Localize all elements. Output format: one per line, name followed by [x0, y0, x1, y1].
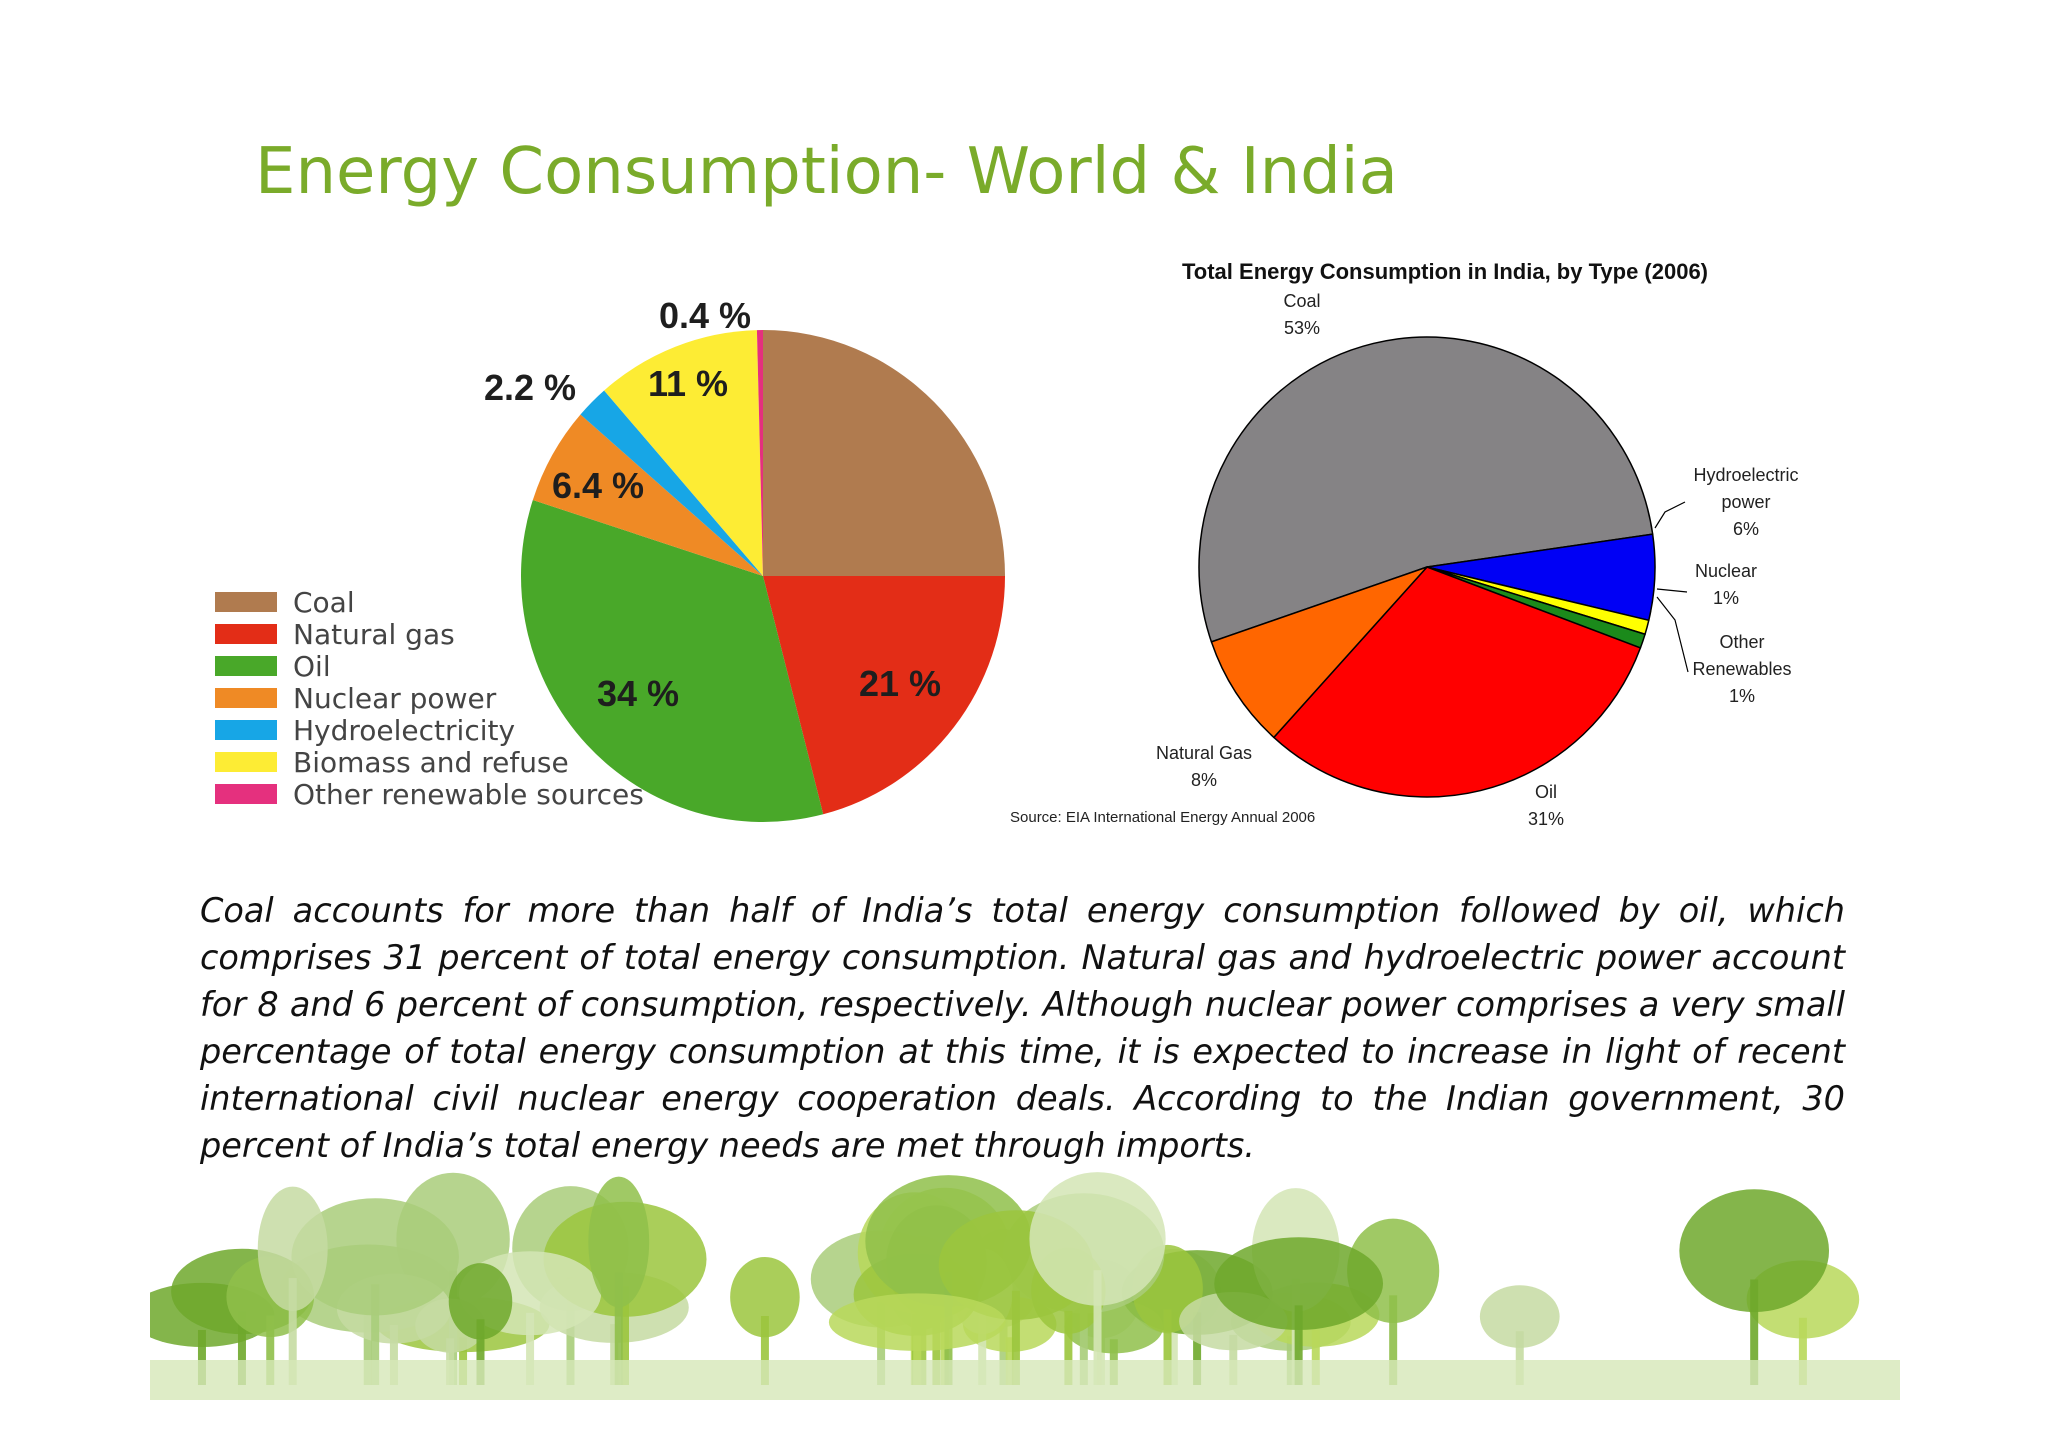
- pct-label-biomass: 11 %: [648, 363, 728, 404]
- india-label-other-2: Renewables: [1692, 659, 1791, 679]
- tree-trunk: [476, 1319, 485, 1385]
- legend-label-nuclear-power: Nuclear power: [293, 682, 497, 715]
- india-label-nuclear: Nuclear: [1695, 561, 1757, 581]
- india-slice-oil: [1273, 566, 1642, 798]
- india-value-nuclear: 1%: [1713, 588, 1739, 608]
- legend-label-hydroelectricity: Hydroelectricity: [293, 714, 515, 747]
- pct-label-other-renewable: 0.4 %: [659, 295, 751, 336]
- tree-crown: [257, 1186, 328, 1312]
- legend-swatch-oil: [215, 656, 277, 676]
- forest-banner: [150, 1172, 1900, 1400]
- legend-label-oil: Oil: [293, 650, 331, 683]
- india-slice-natural-gas: [1210, 566, 1428, 739]
- tree-trunk: [1011, 1290, 1020, 1385]
- india-label-oil: Oil: [1535, 782, 1557, 802]
- leader-nuclear: [1656, 588, 1688, 593]
- tree-crown: [1679, 1189, 1830, 1313]
- legend-swatch-natural-gas: [215, 624, 277, 644]
- legend-swatch-coal: [215, 592, 277, 612]
- india-value-other: 1%: [1729, 686, 1755, 706]
- india-source: Source: EIA International Energy Annual …: [1010, 809, 1315, 826]
- tree-crown: [828, 1293, 1006, 1351]
- legend-swatch-biomass-and-refuse: [215, 752, 277, 772]
- leader-other: [1656, 596, 1689, 673]
- leader-hydro: [1654, 501, 1686, 529]
- tree-trunk: [371, 1284, 380, 1385]
- forest-ground: [150, 1360, 1900, 1400]
- tree-trunk: [197, 1329, 206, 1385]
- tree-crown: [1479, 1285, 1560, 1348]
- legend-label-natural-gas: Natural gas: [293, 618, 455, 651]
- tree-trunk: [1750, 1279, 1759, 1385]
- legend-swatch-hydroelectricity: [215, 720, 277, 740]
- tree-trunk: [1064, 1310, 1073, 1385]
- tree-trunk: [1798, 1317, 1807, 1385]
- india-value-coal: 53%: [1284, 318, 1320, 338]
- tree-trunk: [1515, 1331, 1524, 1385]
- tree-trunk: [1079, 1281, 1088, 1385]
- world-slice-nuclear-power: [532, 414, 763, 576]
- india-label-hydro-2: power: [1721, 492, 1770, 512]
- tree-trunk: [1311, 1329, 1320, 1385]
- tree-crown: [291, 1198, 459, 1316]
- world-slice-oil: [520, 499, 824, 822]
- india-leader-lines: [1654, 501, 1689, 673]
- tree-trunk: [363, 1309, 372, 1385]
- tree-trunk: [1093, 1270, 1102, 1385]
- tree-trunk: [1389, 1295, 1398, 1385]
- tree-trunk: [978, 1311, 987, 1385]
- world-slice-coal: [763, 330, 1005, 576]
- legend-swatch-nuclear-power: [215, 688, 277, 708]
- india-slice-coal: [1198, 336, 1654, 643]
- tree-trunk: [1163, 1309, 1172, 1385]
- tree-trunk: [266, 1315, 275, 1385]
- tree-trunk: [614, 1272, 623, 1385]
- india-label-hydro-1: Hydroelectric: [1693, 465, 1798, 485]
- india-label-natgas: Natural Gas: [1156, 743, 1252, 763]
- tree-trunk: [389, 1324, 398, 1385]
- legend-label-biomass-and-refuse: Biomass and refuse: [293, 746, 569, 779]
- india-pie: [1198, 336, 1656, 798]
- tree-trunk: [1229, 1334, 1238, 1385]
- india-value-natgas: 8%: [1191, 770, 1217, 790]
- slide-body-text: Coal accounts for more than half of Indi…: [200, 891, 1845, 1165]
- world-slice-natural-gas: [763, 576, 1005, 815]
- tree-trunk: [621, 1286, 630, 1385]
- pct-label-hydro: 2.2 %: [484, 367, 576, 408]
- india-label-coal: Coal: [1283, 291, 1320, 311]
- tree-trunk: [1193, 1312, 1202, 1385]
- india-value-oil: 31%: [1528, 809, 1564, 829]
- world-slice-other-renewable-sources: [756, 330, 763, 576]
- world-slice-hydroelectricity: [580, 390, 763, 576]
- tree-crown: [1029, 1172, 1166, 1306]
- india-energy-chart: Total Energy Consumption in India, by Ty…: [1010, 259, 1799, 829]
- tree-trunk: [610, 1324, 619, 1385]
- tree-trunk: [288, 1278, 297, 1385]
- slide-title: Energy Consumption- World & India: [255, 135, 1398, 209]
- tree-crown: [448, 1263, 513, 1340]
- india-label-other-1: Other: [1719, 632, 1764, 652]
- tree-crown: [1214, 1237, 1384, 1330]
- tree-trunk: [760, 1315, 769, 1385]
- legend-label-coal: Coal: [293, 586, 355, 619]
- world-pie: [520, 330, 1005, 822]
- tree-crown: [588, 1176, 650, 1308]
- tree-crown: [730, 1256, 800, 1338]
- tree-trunk: [237, 1311, 246, 1385]
- tree-trunk: [526, 1312, 535, 1385]
- legend-label-other-renewable-sources: Other renewable sources: [293, 778, 644, 811]
- world-slice-biomass-and-refuse: [604, 330, 763, 576]
- india-value-hydro: 6%: [1733, 519, 1759, 539]
- world-pct-labels: 0.4 % 11 % 2.2 % 6.4 % 34 % 21 %: [484, 295, 941, 714]
- pct-label-nuclear: 6.4 %: [552, 465, 644, 506]
- pct-label-natural-gas: 21 %: [859, 663, 941, 704]
- tree-trunk: [1169, 1311, 1178, 1385]
- tree-trunk: [1294, 1305, 1303, 1385]
- pct-label-oil: 34 %: [597, 673, 679, 714]
- legend-swatch-other-renewable-sources: [215, 784, 277, 804]
- india-chart-title: Total Energy Consumption in India, by Ty…: [1182, 259, 1708, 284]
